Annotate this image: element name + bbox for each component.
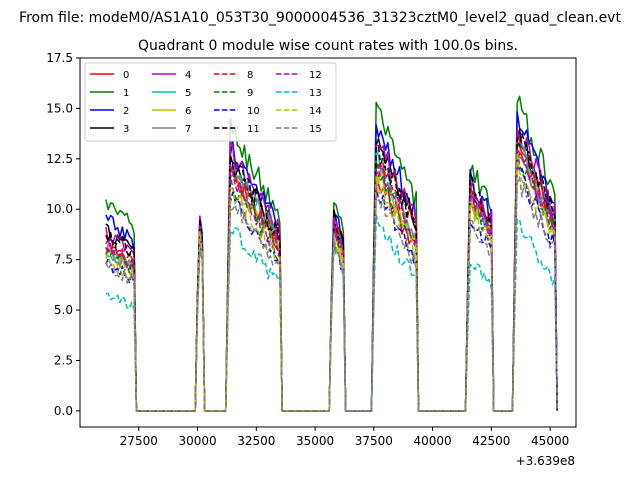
legend-label-11: 11 (247, 124, 260, 135)
chart-title: Quadrant 0 module wise count rates with … (138, 38, 518, 54)
y-tick-label: 15.0 (46, 101, 73, 115)
legend-label-0: 0 (123, 70, 129, 81)
x-tick-label: 42500 (472, 434, 510, 448)
legend-label-7: 7 (185, 124, 191, 135)
legend-label-13: 13 (309, 88, 322, 99)
y-tick-label: 17.5 (46, 51, 73, 65)
x-tick-label: 32500 (237, 434, 275, 448)
legend-label-9: 9 (247, 88, 253, 99)
legend-label-8: 8 (247, 70, 253, 81)
legend-frame (84, 62, 337, 142)
axes-frame (79, 57, 577, 428)
legend-label-4: 4 (185, 70, 191, 81)
y-tick-label: 5.0 (54, 303, 73, 317)
x-tick-label: 27500 (120, 434, 158, 448)
x-tick-label: 45000 (531, 434, 569, 448)
legend-label-3: 3 (123, 124, 129, 135)
y-tick-label: 2.5 (54, 353, 73, 367)
legend-label-12: 12 (309, 70, 322, 81)
legend-label-15: 15 (309, 124, 322, 135)
legend-label-10: 10 (247, 106, 260, 117)
figure-suptitle: From file: modeM0/AS1A10_053T30_90000045… (19, 10, 621, 26)
legend-label-1: 1 (123, 88, 129, 99)
x-tick-label: 30000 (178, 434, 216, 448)
legend-label-2: 2 (123, 106, 129, 117)
series-line-15 (105, 176, 558, 412)
legend-label-6: 6 (185, 106, 191, 117)
y-axis: 0.0 2.5 5.0 7.5 10.0 12.5 15.0 17.5 (46, 51, 80, 418)
plot-area (105, 95, 558, 412)
x-axis: 27500 30000 32500 35000 37500 40000 42500 45000 (120, 427, 569, 448)
x-tick-label: 40000 (414, 434, 452, 448)
y-tick-label: 7.5 (54, 253, 73, 267)
x-axis-offset-label: +3.639e8 (516, 454, 575, 468)
y-tick-label: 10.0 (46, 202, 73, 216)
x-tick-label: 35000 (296, 434, 334, 448)
x-tick-label: 37500 (355, 434, 393, 448)
legend-label-5: 5 (185, 88, 191, 99)
y-tick-label: 0.0 (54, 404, 73, 418)
legend-label-14: 14 (309, 106, 322, 117)
y-tick-label: 12.5 (46, 152, 73, 166)
